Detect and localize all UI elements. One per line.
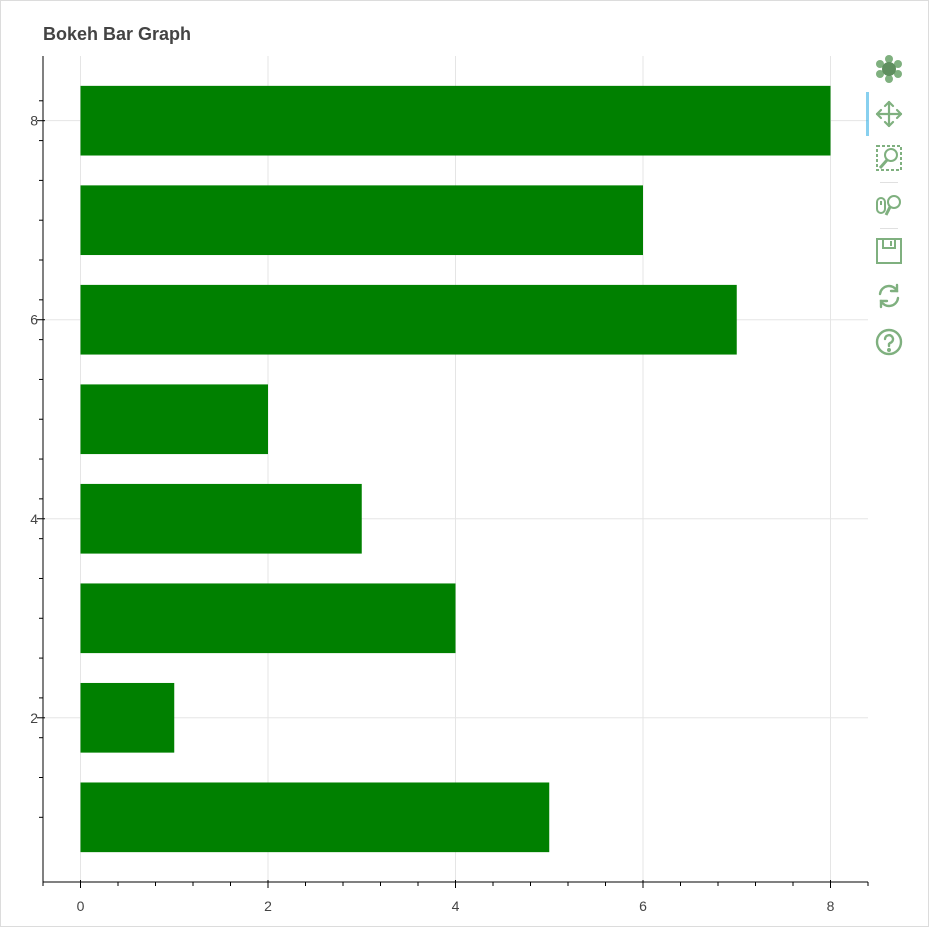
help-icon[interactable] — [874, 327, 904, 357]
bar — [80, 583, 456, 654]
bar — [80, 682, 175, 753]
axes: 0 2 4 6 8 2 4 6 8 — [30, 56, 869, 914]
active-tool-indicator — [866, 92, 869, 136]
bar — [80, 85, 831, 156]
grid-lines — [43, 56, 868, 882]
bokeh-logo-icon[interactable] — [874, 54, 904, 84]
reset-icon[interactable] — [874, 281, 904, 311]
y-tick-label: 4 — [30, 511, 38, 527]
y-tick-label: 8 — [30, 113, 38, 129]
bar — [80, 185, 643, 256]
bar — [80, 782, 550, 853]
y-tick-label: 2 — [30, 710, 38, 726]
wheel-zoom-icon[interactable] — [874, 190, 904, 220]
toolbar-divider — [880, 228, 898, 229]
x-tick-label: 6 — [639, 898, 647, 914]
pan-icon[interactable] — [874, 99, 904, 129]
bar — [80, 284, 737, 355]
save-icon[interactable] — [874, 236, 904, 266]
bars — [80, 85, 831, 853]
toolbar-divider — [880, 182, 898, 183]
y-tick-label: 6 — [30, 312, 38, 328]
x-tick-label: 0 — [77, 898, 85, 914]
bar — [80, 384, 268, 455]
bar — [80, 483, 362, 554]
box-zoom-icon[interactable] — [874, 143, 904, 173]
x-tick-label: 4 — [452, 898, 460, 914]
chart-title: Bokeh Bar Graph — [43, 24, 192, 44]
x-tick-label: 8 — [827, 898, 835, 914]
x-tick-label: 2 — [264, 898, 272, 914]
